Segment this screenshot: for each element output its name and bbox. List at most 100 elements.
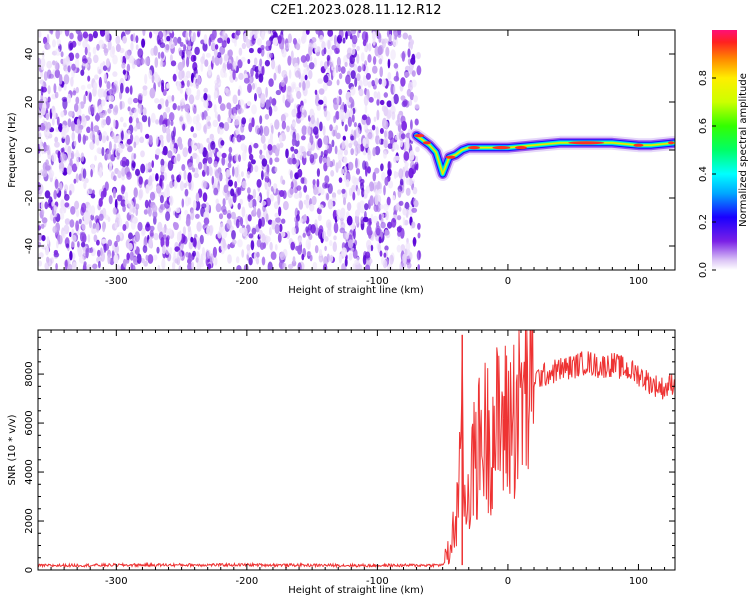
noise-blob (110, 154, 116, 162)
noise-blob (156, 185, 162, 194)
noise-blob (40, 63, 44, 71)
noise-blob (309, 203, 315, 212)
noise-blob (142, 30, 146, 37)
noise-blob (378, 58, 383, 65)
noise-blob (67, 145, 72, 156)
noise-blob (191, 261, 195, 270)
noise-blob (344, 103, 347, 114)
noise-blob (235, 256, 240, 264)
noise-blob (193, 172, 199, 179)
noise-blob (65, 55, 70, 65)
colorbar-gradient (712, 30, 737, 270)
noise-blob (305, 194, 310, 201)
noise-blob (183, 44, 187, 52)
noise-blob (320, 188, 325, 196)
noise-blob (217, 114, 221, 122)
noise-blob (324, 175, 330, 184)
noise-blob (378, 78, 383, 85)
noise-blob (292, 83, 296, 90)
noise-blob (86, 126, 91, 134)
noise-blob (168, 195, 174, 206)
noise-blob (169, 30, 173, 34)
noise-blob (237, 59, 243, 69)
noise-blob (325, 144, 329, 150)
noise-blob (217, 172, 223, 182)
noise-blob (295, 132, 300, 142)
noise-blob (226, 169, 231, 178)
noise-blob (179, 41, 184, 47)
noise-blob (152, 204, 158, 213)
noise-blob (75, 86, 80, 94)
noise-blob (286, 125, 290, 133)
noise-blob (215, 203, 222, 213)
noise-blob (130, 219, 136, 230)
noise-blob (269, 52, 274, 59)
noise-blob (184, 103, 191, 113)
noise-blob (38, 170, 41, 181)
noise-blob (410, 57, 416, 65)
noise-blob (111, 84, 117, 95)
noise-blob (89, 131, 95, 141)
noise-blob (193, 55, 197, 62)
noise-blob (203, 87, 208, 94)
noise-blob (214, 256, 218, 266)
noise-blob (67, 65, 71, 73)
noise-blob (253, 57, 258, 66)
noise-blob (348, 96, 353, 103)
noise-blob (274, 166, 278, 173)
noise-blob (227, 254, 232, 264)
noise-blob (155, 119, 160, 125)
noise-blob (287, 55, 292, 66)
noise-blob (264, 59, 270, 67)
noise-blob (336, 79, 340, 86)
noise-blob (364, 203, 369, 211)
noise-blob (341, 140, 346, 150)
noise-blob (316, 178, 320, 188)
noise-blob (308, 69, 313, 80)
noise-blob (267, 261, 273, 270)
noise-blob (64, 218, 70, 225)
noise-blob (137, 93, 144, 101)
noise-blob (201, 203, 207, 209)
noise-blob (285, 42, 290, 50)
noise-blob (271, 219, 276, 230)
noise-blob (303, 33, 307, 43)
noise-blob (133, 141, 137, 149)
noise-blob (77, 247, 81, 254)
noise-blob (179, 181, 185, 191)
noise-blob (155, 135, 159, 146)
noise-blob (414, 118, 419, 126)
noise-blob (66, 93, 72, 104)
x-tick-label: -100 (366, 276, 389, 287)
noise-blob (222, 198, 226, 207)
noise-blob (269, 241, 273, 251)
noise-blob (291, 157, 297, 165)
noise-blob (242, 227, 248, 237)
noise-blob (61, 124, 66, 136)
noise-blob (360, 52, 365, 62)
noise-blob (313, 186, 318, 196)
noise-blob (91, 106, 95, 115)
noise-blob (377, 188, 382, 194)
noise-blob (286, 85, 293, 96)
noise-blob (234, 37, 237, 47)
noise-blob (49, 214, 54, 221)
noise-blob (412, 238, 417, 245)
noise-blob (98, 69, 102, 75)
noise-blob (185, 218, 191, 227)
noise-blob (43, 120, 48, 127)
noise-blob (287, 33, 292, 44)
noise-blob (383, 106, 389, 117)
noise-blob (223, 121, 230, 132)
noise-blob (293, 148, 299, 155)
noise-blob (361, 63, 365, 71)
noise-blob (95, 222, 100, 233)
noise-blob (332, 129, 336, 137)
noise-blob (260, 93, 266, 104)
noise-blob (326, 49, 333, 56)
noise-blob (318, 99, 324, 105)
noise-blob (232, 60, 237, 69)
noise-blob (73, 140, 77, 147)
noise-blob (38, 190, 42, 197)
noise-blob (46, 121, 52, 130)
